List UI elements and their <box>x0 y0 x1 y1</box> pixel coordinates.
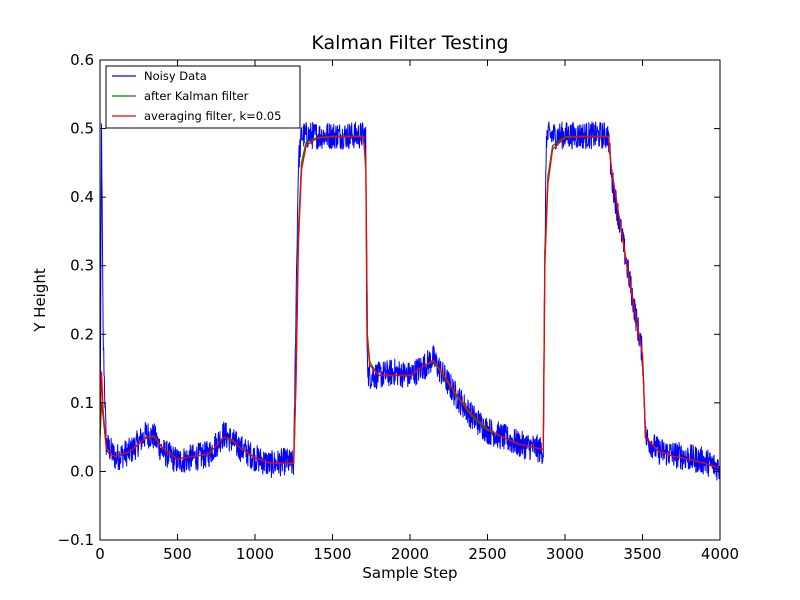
y-tick-label: −0.1 <box>58 531 94 549</box>
x-tick-label: 1500 <box>313 545 351 563</box>
x-tick-label: 2000 <box>391 545 429 563</box>
y-tick-label: 0.1 <box>70 394 94 412</box>
plot-area <box>100 60 720 540</box>
y-tick-label: 0.5 <box>70 120 94 138</box>
y-tick-label: 0.2 <box>70 325 94 343</box>
x-tick-label: 0 <box>95 545 105 563</box>
y-tick-label: 0.0 <box>70 462 94 480</box>
series-line-averaging-filter-k-0-05 <box>100 136 720 469</box>
legend-label-averaging: averaging filter, k=0.05 <box>144 109 281 123</box>
legend: Noisy Data after Kalman filter averaging… <box>105 65 301 129</box>
x-axis: 0 500 1000 1500 2000 2500 3000 3500 4000 <box>95 60 739 563</box>
x-tick-label: 500 <box>163 545 192 563</box>
x-tick-label: 3500 <box>623 545 661 563</box>
legend-label-noisy-data: Noisy Data <box>144 69 207 83</box>
legend-label-kalman: after Kalman filter <box>144 89 249 103</box>
x-axis-label: Sample Step <box>362 564 457 582</box>
y-axis: −0.1 0.0 0.1 0.2 0.3 0.4 0.5 0.6 <box>58 51 720 549</box>
series-layer <box>100 121 720 481</box>
x-tick-label: 2500 <box>468 545 506 563</box>
y-tick-label: 0.4 <box>70 188 94 206</box>
y-tick-label: 0.3 <box>70 257 94 275</box>
legend-frame <box>105 65 301 129</box>
y-axis-label: Y Height <box>31 268 49 333</box>
y-tick-label: 0.6 <box>70 51 94 69</box>
x-tick-label: 3000 <box>546 545 584 563</box>
x-tick-label: 4000 <box>701 545 739 563</box>
x-tick-label: 1000 <box>236 545 274 563</box>
chart-title: Kalman Filter Testing <box>311 32 508 54</box>
series-line-noisy-data <box>100 121 720 481</box>
